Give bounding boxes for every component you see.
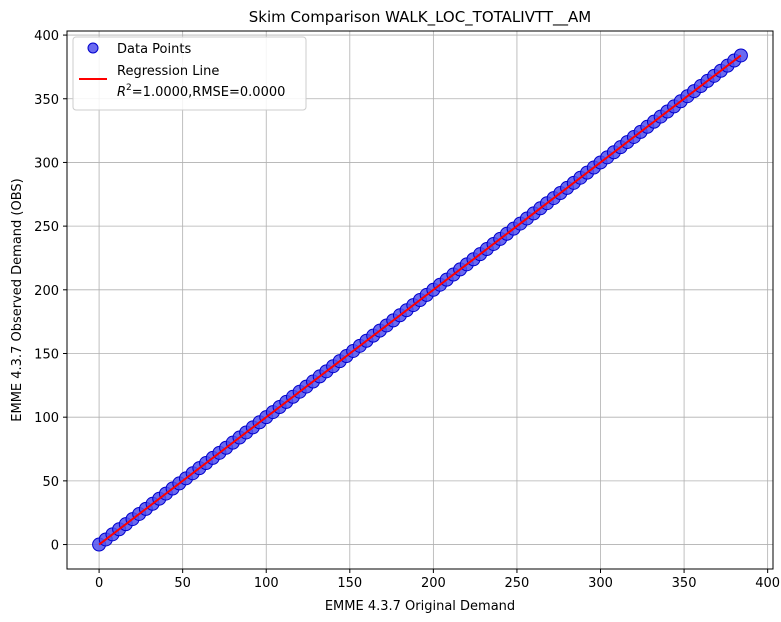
y-tick-label: 150 <box>34 347 59 362</box>
legend: Data Points Regression Line R2=1.0000,RM… <box>72 36 307 111</box>
x-tick-label: 50 <box>174 576 191 591</box>
series-layer <box>92 48 748 552</box>
chart-title: Skim Comparison WALK_LOC_TOTALIVTT__AM <box>249 8 591 27</box>
regression-line <box>98 54 742 546</box>
y-tick-label: 100 <box>34 411 59 426</box>
y-axis: 0 50 100 150 200 250 300 350 400 <box>34 29 67 554</box>
x-axis: 0 50 100 150 200 250 300 350 400 <box>95 569 780 591</box>
legend-stats-values: =1.0000,RMSE=0.0000 <box>132 85 286 100</box>
x-tick-label: 200 <box>421 576 446 591</box>
y-tick-label: 350 <box>34 93 59 108</box>
y-tick-label: 300 <box>34 156 59 171</box>
x-tick-label: 350 <box>672 576 697 591</box>
y-tick-label: 250 <box>34 220 59 235</box>
legend-stats-sup: 2 <box>126 83 132 93</box>
y-tick-label: 200 <box>34 284 59 299</box>
x-tick-label: 100 <box>254 576 279 591</box>
y-tick-label: 50 <box>42 475 59 490</box>
x-tick-label: 0 <box>95 576 103 591</box>
legend-stats: R2=1.0000,RMSE=0.0000 <box>117 83 285 100</box>
y-tick-label: 0 <box>51 539 59 554</box>
plot-frame <box>66 30 774 570</box>
x-axis-label: EMME 4.3.7 Original Demand <box>325 599 515 614</box>
y-tick-label: 400 <box>34 29 59 44</box>
y-axis-label: EMME 4.3.7 Observed Demand (OBS) <box>10 178 25 421</box>
x-tick-label: 150 <box>337 576 362 591</box>
x-tick-label: 250 <box>505 576 530 591</box>
x-tick-label: 400 <box>755 576 780 591</box>
legend-box <box>72 36 307 111</box>
legend-stats-r: R <box>117 85 126 100</box>
legend-marker-data-points <box>87 42 99 54</box>
grid <box>67 31 773 569</box>
legend-label-data-points: Data Points <box>117 42 191 57</box>
legend-label-regression: Regression Line <box>117 64 219 79</box>
x-tick-label: 300 <box>588 576 613 591</box>
